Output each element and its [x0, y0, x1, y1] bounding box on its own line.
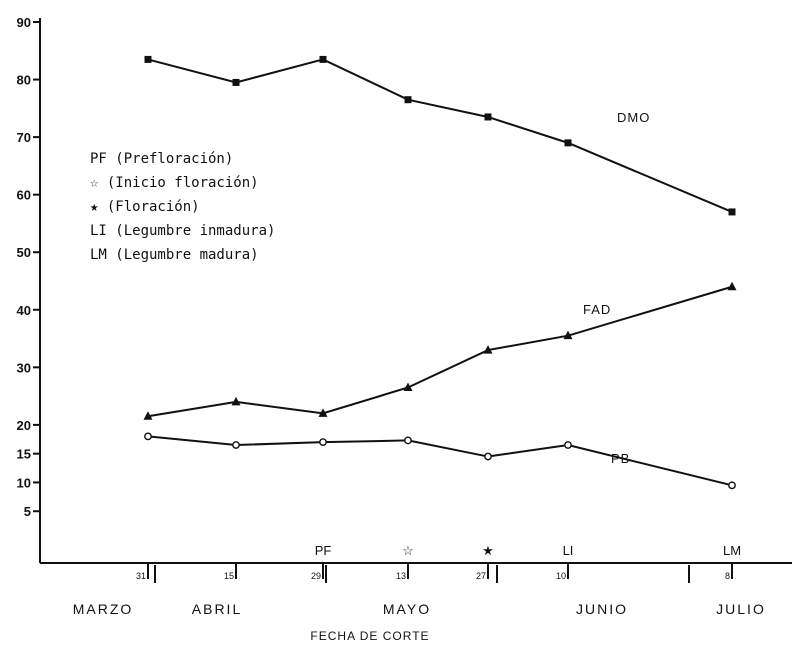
- data-point-pb: [729, 482, 735, 488]
- month-label: JULIO: [716, 601, 766, 617]
- data-point-dmo: [729, 208, 736, 215]
- month-label: MAYO: [383, 601, 431, 617]
- legend-entry: ☆ (Inicio floración): [90, 175, 259, 191]
- stage-markers: PF ☆ ★ LI LM: [315, 543, 741, 558]
- data-point-pb: [485, 453, 491, 459]
- series-label-fad: FAD: [583, 302, 611, 317]
- data-point-pb: [565, 442, 571, 448]
- x-date-label: 15: [224, 571, 234, 581]
- series-label-dmo: DMO: [617, 110, 650, 125]
- x-date-label: 31: [136, 571, 146, 581]
- series-group: DMO FAD PB: [144, 56, 737, 489]
- month-label: JUNIO: [576, 601, 628, 617]
- data-point-pb: [405, 437, 411, 443]
- y-tick-label: 90: [17, 15, 31, 30]
- y-tick-label: 80: [17, 73, 31, 88]
- series-line-fad: [148, 287, 732, 417]
- y-tick-label: 70: [17, 130, 31, 145]
- stage-marker: LI: [563, 543, 574, 558]
- month-label: ABRIL: [192, 601, 242, 617]
- y-tick-label: 5: [24, 504, 31, 519]
- y-tick-label: 30: [17, 360, 31, 375]
- x-date-label: 27: [476, 571, 486, 581]
- data-point-dmo: [320, 56, 327, 63]
- series-label-pb: PB: [611, 451, 630, 466]
- month-label: MARZO: [73, 601, 134, 617]
- stage-marker: ★: [482, 543, 494, 558]
- data-point-pb: [145, 433, 151, 439]
- x-date-label: 29: [311, 571, 321, 581]
- x-axis: 31 15 29 13 27 10 8 MARZO ABRIL MAYO JUNIO JULIO: [40, 563, 792, 617]
- x-date-label: 13: [396, 571, 406, 581]
- data-point-pb: [320, 439, 326, 445]
- y-tick-label: 40: [17, 303, 31, 318]
- y-tick-label: 20: [17, 418, 31, 433]
- legend: PF (Prefloración) ☆ (Inicio floración) ★ (…: [90, 151, 275, 263]
- data-point-dmo: [145, 56, 152, 63]
- data-point-dmo: [485, 113, 492, 120]
- stage-marker: LM: [723, 543, 741, 558]
- series-fad: [144, 282, 737, 420]
- x-date-label: 10: [556, 571, 566, 581]
- data-point-dmo: [405, 96, 412, 103]
- legend-entry: ★ (Floración): [90, 199, 200, 215]
- legend-entry: LM (Legumbre madura): [90, 247, 259, 263]
- stage-marker: PF: [315, 543, 332, 558]
- data-point-dmo: [233, 79, 240, 86]
- y-tick-label: 15: [17, 447, 31, 462]
- series-dmo: [145, 56, 736, 216]
- data-point-fad: [232, 397, 241, 406]
- y-tick-label: 60: [17, 188, 31, 203]
- data-point-fad: [728, 282, 737, 291]
- x-date-label: 8: [725, 571, 730, 581]
- y-axis: 5 10 15 20 30 40 50 60 70 80 90: [17, 15, 40, 563]
- data-point-pb: [233, 442, 239, 448]
- legend-entry: LI (Legumbre inmadura): [90, 223, 275, 239]
- x-axis-title: FECHA DE CORTE: [310, 629, 429, 643]
- y-tick-label: 10: [17, 475, 31, 490]
- legend-entry: PF (Prefloración): [90, 151, 233, 167]
- stage-marker: ☆: [402, 543, 414, 558]
- series-pb: [145, 433, 735, 488]
- y-tick-label: 50: [17, 245, 31, 260]
- data-point-dmo: [565, 139, 572, 146]
